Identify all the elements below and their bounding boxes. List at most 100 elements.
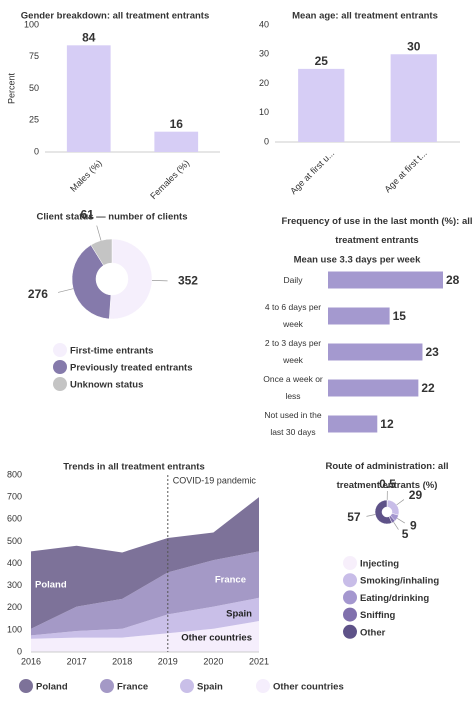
series-label: Spain: [226, 609, 252, 620]
bar: [328, 379, 419, 397]
x-tick-label: 2019: [158, 656, 178, 666]
series-label: Other countries: [181, 633, 252, 644]
legend-label: Other countries: [273, 682, 344, 693]
value-label: 15: [393, 309, 407, 323]
y-tick-label: 20: [259, 78, 269, 88]
pie-slice: [108, 238, 153, 320]
pie-slice: [386, 499, 400, 516]
leader-line: [396, 499, 405, 506]
x-tick-label: 2021: [249, 656, 269, 666]
legend-label: Sniffing: [360, 610, 396, 621]
legend-swatch: [343, 573, 357, 588]
x-tick-label: 2020: [203, 656, 223, 666]
legend-label: Poland: [36, 682, 68, 693]
chart-title: Route of administration: all treatment e…: [325, 461, 449, 491]
legend-label: Injecting: [360, 559, 399, 570]
legend-label: Unknown status: [70, 380, 143, 391]
y-tick-label: 50: [29, 83, 39, 93]
value-label: 16: [170, 117, 184, 131]
y-tick-label: 25: [29, 115, 39, 125]
legend-label: First-time entrants: [70, 346, 153, 357]
category-label: Once a week or less: [263, 374, 323, 401]
x-tick-label: 2016: [21, 656, 41, 666]
y-tick-label: 0: [17, 646, 22, 656]
leader-line: [366, 514, 376, 517]
y-axis-label: Percent: [6, 72, 16, 104]
y-tick-label: 600: [7, 514, 22, 524]
y-tick-label: 200: [7, 602, 22, 612]
leader-line: [397, 518, 406, 524]
leader-line: [57, 288, 74, 293]
y-tick-label: 40: [259, 19, 269, 29]
value-label: 12: [380, 417, 394, 431]
bar: [328, 343, 423, 361]
y-tick-label: 400: [7, 558, 22, 568]
bar: [328, 307, 390, 325]
legend-label: Eating/drinking: [360, 593, 429, 604]
category-label: 2 to 3 days per week: [264, 338, 322, 365]
x-tick-label: Age at first u...: [288, 148, 336, 196]
leader-line: [151, 280, 168, 282]
area: [31, 621, 259, 652]
value-label: 0.5: [379, 477, 396, 491]
bar: [66, 45, 111, 152]
value-label: 61: [81, 208, 95, 222]
legend-swatch: [19, 679, 33, 693]
bar: [328, 415, 378, 433]
bar: [298, 68, 345, 142]
y-tick-label: 0: [34, 146, 39, 156]
series-label: Poland: [35, 580, 67, 591]
y-tick-label: 75: [29, 51, 39, 61]
legend-label: Other: [360, 627, 386, 638]
y-tick-label: 100: [7, 624, 22, 634]
legend-swatch: [343, 590, 357, 605]
bar: [154, 131, 199, 152]
value-label: 84: [82, 30, 96, 44]
legend-swatch: [53, 343, 67, 357]
legend-label: France: [117, 682, 148, 693]
y-tick-label: 30: [259, 49, 269, 59]
annotation: COVID-19 pandemic: [173, 475, 257, 485]
y-tick-label: 800: [7, 469, 22, 479]
area: [31, 551, 259, 636]
value-label: 9: [410, 518, 417, 532]
y-tick-label: 300: [7, 580, 22, 590]
legend-swatch: [100, 679, 114, 693]
bar: [390, 54, 437, 142]
bar: [328, 271, 443, 289]
value-label: 25: [315, 54, 329, 68]
series-label: France: [215, 575, 246, 586]
category-label: Not used in the last 30 days: [264, 410, 322, 437]
value-label: 23: [425, 345, 439, 359]
y-tick-label: 0: [264, 136, 269, 146]
chart-subtitle: Mean use 3.3 days per week: [294, 255, 421, 266]
chart-title: Mean age: all treatment entrants: [292, 11, 438, 22]
legend-label: Smoking/inhaling: [360, 576, 439, 587]
chart-title: Trends in all treatment entrants: [63, 462, 204, 473]
area: [31, 597, 259, 639]
area: [31, 497, 259, 629]
chart-title: Client status — number of clients: [37, 212, 188, 223]
pie-slice: [374, 499, 393, 525]
category-label: Daily: [283, 274, 303, 285]
value-label: 5: [402, 527, 409, 541]
legend-swatch: [53, 360, 67, 374]
legend-label: Spain: [197, 682, 223, 693]
chart-title: Frequency of use in the last month (%): …: [281, 216, 473, 246]
x-tick-label: Males (%): [68, 158, 104, 194]
y-tick-label: 10: [259, 107, 269, 117]
legend-label: Previously treated entrants: [70, 363, 193, 374]
y-tick-label: 100: [24, 19, 39, 29]
legend-swatch: [343, 624, 357, 639]
value-label: 29: [409, 488, 423, 502]
y-tick-label: 500: [7, 536, 22, 546]
x-tick-label: 2018: [112, 656, 132, 666]
chart-title: Gender breakdown: all treatment entrants: [21, 11, 209, 22]
value-label: 57: [347, 510, 361, 524]
legend-swatch: [180, 679, 194, 693]
y-tick-label: 700: [7, 492, 22, 502]
legend-swatch: [256, 679, 270, 693]
legend-swatch: [343, 556, 357, 570]
